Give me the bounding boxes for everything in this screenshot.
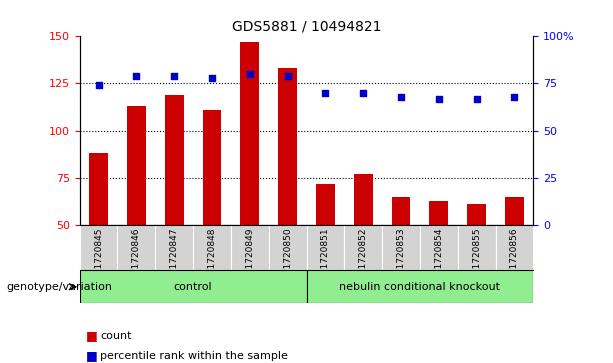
Text: GSM1720846: GSM1720846 [132,227,141,288]
Point [94,82,104,88]
Bar [202,110,221,319]
Point [131,73,141,79]
Title: GDS5881 / 10494821: GDS5881 / 10494821 [232,20,381,34]
Bar [306,270,533,303]
Text: GSM1720855: GSM1720855 [472,227,481,288]
Bar [155,225,193,270]
Bar [420,225,458,270]
Text: GSM1720853: GSM1720853 [397,227,406,288]
Bar [278,68,297,319]
Point [245,71,255,77]
Bar [240,42,259,319]
Bar [354,174,373,319]
Point [509,94,519,99]
Bar [495,225,533,270]
Text: ■: ■ [86,329,97,342]
Text: GSM1720849: GSM1720849 [245,227,254,288]
Point [358,90,368,96]
Bar [382,225,420,270]
Text: GSM1720852: GSM1720852 [359,227,368,288]
Text: GSM1720848: GSM1720848 [207,227,216,288]
Bar [429,200,448,319]
Bar [80,270,306,303]
Bar [345,225,382,270]
Text: GSM1720847: GSM1720847 [170,227,179,288]
Point [283,73,292,79]
Bar [193,225,231,270]
Bar [392,197,411,319]
Text: nebulin conditional knockout: nebulin conditional knockout [340,282,500,292]
Bar [268,225,306,270]
Point [169,73,179,79]
Bar [80,225,118,270]
Point [207,75,217,81]
Bar [165,95,184,319]
Bar [458,225,495,270]
Bar [127,106,146,319]
Bar [89,153,108,319]
Text: GSM1720854: GSM1720854 [434,227,443,288]
Text: genotype/variation: genotype/variation [6,282,112,292]
Point [434,96,444,102]
Text: GSM1720851: GSM1720851 [321,227,330,288]
Bar [118,225,155,270]
Text: count: count [100,331,131,341]
Bar [231,225,268,270]
Text: GSM1720856: GSM1720856 [510,227,519,288]
Point [472,96,482,102]
Point [396,94,406,99]
Bar [505,197,524,319]
Point [321,90,330,96]
Text: control: control [173,282,213,292]
Text: percentile rank within the sample: percentile rank within the sample [100,351,287,361]
Bar [316,184,335,319]
Bar [306,225,345,270]
Text: ■: ■ [86,349,97,362]
Bar [467,204,486,319]
Text: GSM1720850: GSM1720850 [283,227,292,288]
Text: GSM1720845: GSM1720845 [94,227,103,288]
